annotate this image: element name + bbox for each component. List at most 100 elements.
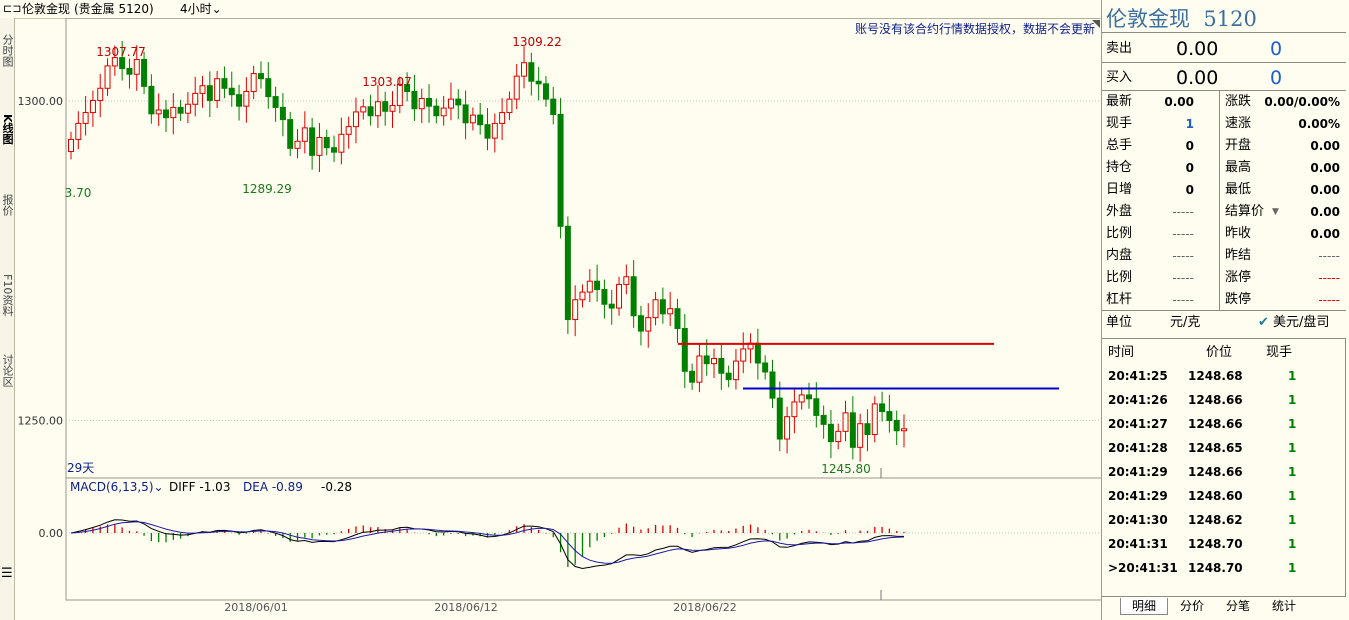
quote-title: 伦敦金现 5120 xyxy=(1106,3,1257,33)
link-icon[interactable]: ⊏⊐ xyxy=(3,2,22,15)
chart-title: 伦敦金现 xyxy=(22,2,71,16)
candle-body xyxy=(199,85,206,94)
data-notice: 账号没有该合约行情数据授权，数据不会更新 xyxy=(854,22,1095,36)
tick-price: 1248.70 xyxy=(1188,561,1243,575)
tick-time: 20:41:30 xyxy=(1108,513,1168,527)
candle-body xyxy=(871,403,878,436)
sell-volume: 0 xyxy=(1270,38,1283,60)
candle-body xyxy=(162,109,169,119)
tab-quote[interactable]: 报价 xyxy=(1,194,14,216)
x-tick-label: 2018/06/22 xyxy=(673,601,736,614)
candle-body xyxy=(835,430,842,443)
corner-marker xyxy=(1092,20,1100,28)
tick-time: 20:41:25 xyxy=(1108,369,1168,383)
candle-body xyxy=(879,403,886,413)
quote-label: 现手 xyxy=(1106,116,1133,131)
quote-label: 速涨 xyxy=(1225,116,1252,131)
tick-price: 1248.68 xyxy=(1188,369,1243,383)
ticks-header-time: 时间 xyxy=(1108,345,1135,360)
ticks-header-price: 价位 xyxy=(1206,345,1233,360)
candle-body xyxy=(265,78,272,98)
candle-body xyxy=(104,65,111,89)
menu-icon[interactable]: ☰ xyxy=(1,566,13,581)
candle-body xyxy=(396,83,403,107)
caret-down-icon[interactable]: ▼ xyxy=(1272,207,1279,217)
candle-body xyxy=(309,127,316,156)
tick-time: 20:41:29 xyxy=(1108,465,1168,479)
candle-body xyxy=(499,112,506,124)
unit-alt-toggle[interactable]: ✔ 美元/盘司 xyxy=(1258,312,1329,334)
tab-intraday[interactable]: 分时图 xyxy=(1,34,14,67)
tick-row: 20:41:29 1248.66 1 xyxy=(1102,460,1346,484)
candle-body xyxy=(301,127,308,142)
quote-row: 总手 0 开盘 0.00 xyxy=(1102,135,1346,157)
tick-price: 1248.66 xyxy=(1188,393,1243,407)
candle-body xyxy=(586,280,593,293)
tick-volume: 1 xyxy=(1288,561,1297,575)
period-selector[interactable]: 4小时⌄ xyxy=(180,0,222,18)
candle-body xyxy=(711,358,718,365)
tick-row: 20:41:27 1248.66 1 xyxy=(1102,412,1346,436)
kline-chart[interactable]: 0.00 MACD(6,13,5)⌄ DIFF -1.03 DEA -0.89 -0.2… xyxy=(14,18,1101,620)
tab-stats[interactable]: 统计 xyxy=(1271,599,1296,613)
candle-body xyxy=(360,106,367,113)
quote-label: 外盘 xyxy=(1106,204,1133,219)
candle-body xyxy=(206,85,213,101)
candle-body xyxy=(382,101,389,112)
ticks-header-vol: 现手 xyxy=(1266,345,1293,360)
macd-value-label: -0.28 xyxy=(321,480,352,494)
period-label: 4小时 xyxy=(180,2,212,16)
candle-body xyxy=(155,109,162,115)
quote-label: 持仓 xyxy=(1106,160,1133,175)
tab-detail[interactable]: 明细 xyxy=(1120,598,1168,615)
candle-body xyxy=(418,98,425,110)
candle-body xyxy=(440,107,447,117)
tick-volume: 1 xyxy=(1288,369,1297,383)
tab-forum[interactable]: 讨论区 xyxy=(1,354,14,387)
candle-body xyxy=(601,289,608,305)
macd-dea-label: DEA -0.89 xyxy=(243,480,303,494)
quote-row: 最新 0.00 涨跌 0.00/0.00% xyxy=(1102,91,1346,113)
ticks-scrollbar[interactable] xyxy=(1345,338,1346,596)
candle-body xyxy=(689,370,696,383)
candle-body xyxy=(535,80,542,85)
ticks-header: 时间 价位 现手 xyxy=(1102,342,1346,364)
tab-f10[interactable]: F10资料 xyxy=(1,274,14,317)
quote-panel: 伦敦金现 5120 卖出 0.00 0 买入 0.00 0 最新 0.00 涨跌 0.… xyxy=(1101,0,1349,620)
tick-time: 20:41:26 xyxy=(1108,393,1168,407)
macd-zero-label: 0.00 xyxy=(39,527,64,540)
quote-value: ----- xyxy=(1172,293,1194,307)
quote-value: 0.00 xyxy=(1164,95,1194,109)
candle-body xyxy=(82,112,89,124)
tab-trades[interactable]: 分笔 xyxy=(1225,599,1250,613)
candle-body xyxy=(528,62,535,82)
candle-body xyxy=(257,73,264,80)
quote-label: 结算价 xyxy=(1225,204,1265,219)
tab-price-dist[interactable]: 分价 xyxy=(1179,599,1204,613)
candle-body xyxy=(813,398,820,416)
candle-body xyxy=(170,106,177,119)
candle-body xyxy=(645,317,652,332)
price-annotation: 1309.22 xyxy=(512,35,562,49)
y-tick-label: 1300.00 xyxy=(18,95,64,108)
candle-body xyxy=(477,114,484,126)
quote-value: ----- xyxy=(1172,205,1194,219)
quote-label: 杠杆 xyxy=(1106,292,1133,307)
candle-body xyxy=(469,114,476,124)
tab-kline[interactable]: K线图 xyxy=(0,114,14,145)
candle-body xyxy=(791,401,798,418)
quote-value: 0.00 xyxy=(1310,161,1340,175)
macd-panel: 0.00 MACD(6,13,5)⌄ DIFF -1.03 DEA -0.89 -0.2… xyxy=(39,468,1101,600)
x-tick-label: 2018/06/01 xyxy=(224,601,287,614)
candle-body xyxy=(316,136,323,156)
candle-body xyxy=(572,299,579,321)
candles xyxy=(68,41,1059,462)
candle-body xyxy=(214,78,221,101)
quote-label: 最低 xyxy=(1225,182,1252,197)
quote-value: ----- xyxy=(1318,271,1340,285)
quote-value: ----- xyxy=(1172,227,1194,241)
candle-body xyxy=(798,394,805,403)
candle-body xyxy=(784,416,791,440)
unit-alt-label: 美元/盘司 xyxy=(1273,315,1330,330)
candle-body xyxy=(148,85,155,115)
